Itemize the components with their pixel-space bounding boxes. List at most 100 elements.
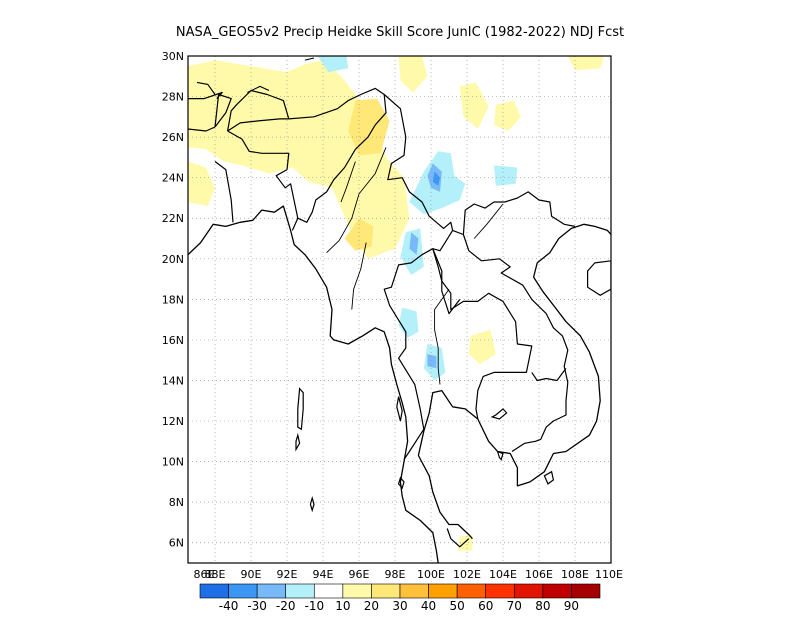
lat-tick-label: 26N — [162, 131, 184, 144]
lon-tick-label: 102E — [453, 568, 481, 581]
colorbar-label: -10 — [304, 599, 324, 613]
country-border-5 — [214, 161, 234, 223]
colorbar-label: 90 — [564, 599, 579, 613]
colorbar-label: -30 — [247, 599, 267, 613]
colorbar-label: 40 — [421, 599, 436, 613]
colorbar-swatch-10 — [485, 583, 515, 599]
colorbar-swatch-8 — [428, 583, 458, 599]
island-4 — [397, 476, 405, 490]
colorbar: -40 -30 -20 -10 10 20 30 40 50 60 70 80 90 — [199, 583, 601, 613]
lon-tick-label: 88E — [205, 568, 226, 581]
colorbar-swatch-13 — [571, 583, 601, 599]
colorbar-label: 30 — [392, 599, 407, 613]
lon-tick-label: 110E — [595, 568, 623, 581]
lat-tick-label: 10N — [162, 456, 184, 469]
lat-tick-label: 30N — [162, 50, 184, 63]
colorbar-label: -20 — [276, 599, 296, 613]
lon-tick-label: 86E — [194, 568, 215, 581]
river-5 — [434, 288, 450, 310]
colorbar-swatch-9 — [456, 583, 487, 599]
geography-layer — [188, 57, 611, 563]
colorbar-label: 70 — [507, 599, 522, 613]
coastline-1 — [417, 223, 611, 540]
lat-tick-label: 8N — [169, 496, 184, 509]
lon-tick-label: 100E — [417, 568, 445, 581]
colorbar-swatch-0 — [199, 583, 229, 599]
island-5 — [496, 450, 504, 461]
skill-region-9 — [344, 218, 374, 251]
lat-tick-label: 18N — [162, 293, 184, 306]
island-0 — [297, 387, 304, 431]
skill-region-19 — [432, 171, 440, 186]
border-fragment-0 — [196, 81, 216, 95]
colorbar-label: 10 — [335, 599, 350, 613]
colorbar-swatch-4 — [313, 583, 344, 599]
colorbar-swatch-5 — [342, 583, 372, 599]
lat-tick-label: 6N — [169, 537, 184, 550]
skill-region-15 — [494, 165, 518, 186]
country-border-0 — [214, 93, 232, 128]
lat-tick-label: 20N — [162, 253, 184, 266]
colorbar-swatch-6 — [371, 583, 401, 599]
skill-region-14 — [398, 307, 419, 338]
gridlines — [188, 56, 611, 563]
country-border-8 — [452, 191, 576, 236]
skill-region-5 — [567, 56, 604, 71]
lat-tick-label: 22N — [162, 212, 184, 225]
colorbar-label: 50 — [449, 599, 464, 613]
country-border-11 — [432, 248, 533, 420]
river-4 — [434, 309, 441, 385]
lon-tick-label: 92E — [277, 568, 298, 581]
colorbar-swatch-2 — [256, 583, 287, 599]
skill-region-8 — [348, 98, 390, 156]
country-border-13 — [446, 528, 470, 548]
lat-tick-label: 28N — [162, 91, 184, 104]
river-0 — [326, 147, 387, 254]
country-border-9 — [462, 234, 569, 453]
lat-tick-label: 16N — [162, 334, 184, 347]
map-title: NASA_GEOS5v2 Precip Heidke Skill Score J… — [176, 25, 624, 40]
skill-region-1 — [188, 161, 215, 207]
country-border-3 — [188, 91, 223, 100]
river-1 — [340, 161, 356, 203]
lon-tick-label: 108E — [561, 568, 589, 581]
island-6 — [490, 408, 508, 420]
colorbar-swatch-1 — [228, 583, 258, 599]
lat-tick-label: 14N — [162, 374, 184, 387]
skill-region-4 — [494, 100, 521, 131]
country-border-1 — [227, 89, 290, 132]
country-border-12 — [432, 248, 461, 315]
lon-tick-label: 96E — [349, 568, 370, 581]
lon-tick-label: 90E — [241, 568, 262, 581]
lat-tick-label: 24N — [162, 172, 184, 185]
colorbar-label: 20 — [364, 599, 379, 613]
skill-region-17 — [409, 232, 419, 255]
colorbar-swatch-11 — [513, 583, 544, 599]
plot-frame — [187, 55, 612, 564]
island-3 — [396, 396, 403, 422]
lon-tick-label: 106E — [525, 568, 553, 581]
country-border-2 — [188, 126, 216, 132]
colorbar-label: 60 — [478, 599, 493, 613]
country-border-4 — [227, 130, 299, 231]
skill-region-3 — [459, 82, 489, 129]
lat-tick-label: 12N — [162, 415, 184, 428]
country-border-10 — [531, 367, 567, 382]
lon-tick-label: 94E — [313, 568, 334, 581]
lon-tick-label: 98E — [385, 568, 406, 581]
colorbar-label: 80 — [535, 599, 550, 613]
skill-region-11 — [317, 56, 349, 73]
island-7 — [543, 470, 555, 485]
island-1 — [295, 432, 301, 452]
colorbar-swatch-3 — [285, 583, 315, 599]
colorbar-label: -40 — [219, 599, 239, 613]
border-fragment-1 — [247, 85, 270, 93]
border-fragment-2 — [304, 57, 315, 61]
river-2 — [351, 242, 367, 310]
latitude-tick-labels: 30N 28N 26N 24N 22N 20N 18N 16N 14N 12N 10N 8N 6N — [162, 50, 184, 550]
skill-region-18 — [427, 354, 437, 369]
country-border-6 — [288, 87, 387, 223]
river-3 — [473, 203, 504, 239]
